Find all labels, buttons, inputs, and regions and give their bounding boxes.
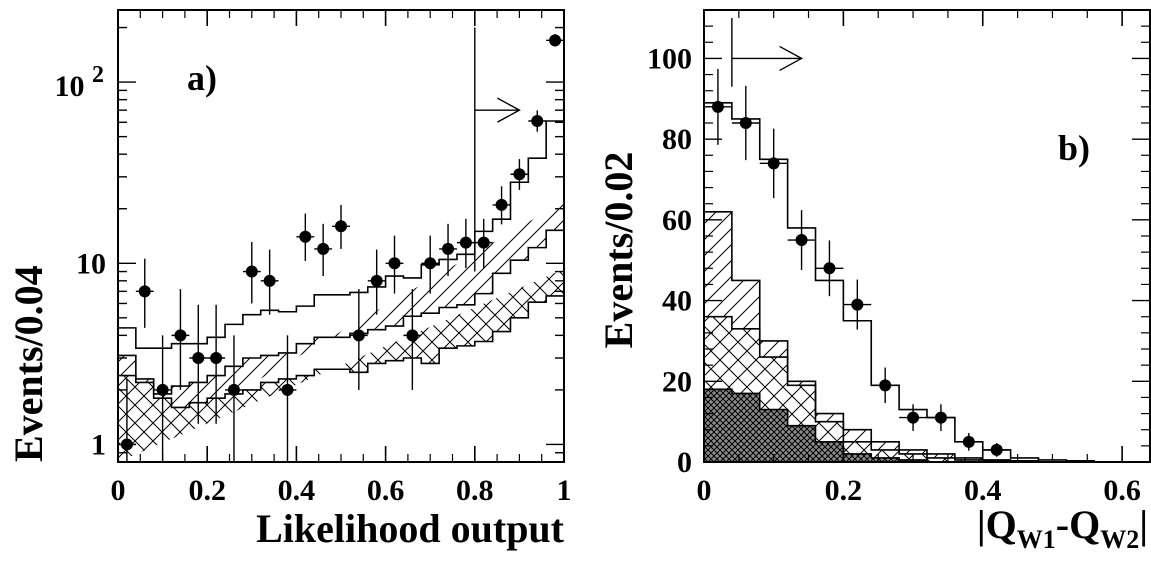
- data-point: [907, 411, 920, 424]
- panel-b-label: b): [1058, 128, 1090, 168]
- cut-arrow-head: [779, 45, 804, 72]
- histogram-outline-cross-hatched: [118, 268, 565, 409]
- data-point: [795, 234, 808, 247]
- data-point: [531, 114, 544, 127]
- y-tick-label-base: 10: [55, 70, 93, 103]
- data-point: [210, 352, 223, 365]
- data-point: [477, 236, 490, 249]
- data-point: [227, 383, 240, 396]
- y-tick-label: 10: [76, 247, 106, 280]
- cut-arrow-head: [497, 97, 521, 123]
- data-point: [424, 257, 437, 270]
- panel-a-data-points: [118, 34, 564, 462]
- data-point: [513, 168, 526, 181]
- data-point: [352, 329, 365, 342]
- x-tick-label: 0.2: [188, 474, 226, 507]
- x-tick-label: 0.6: [1103, 474, 1141, 507]
- data-point: [851, 298, 864, 311]
- data-point: [442, 242, 455, 255]
- data-point: [156, 383, 169, 396]
- panel-b-data-points: [704, 68, 1011, 457]
- panel-a-x-axis-label: Likelihood output: [256, 506, 565, 551]
- data-point: [317, 242, 330, 255]
- data-point: [549, 34, 562, 47]
- x-label-subscript: W1: [1017, 525, 1056, 554]
- data-point: [281, 383, 294, 396]
- data-point: [174, 329, 187, 342]
- x-tick-label: 0.4: [278, 474, 316, 507]
- y-tick-label: 20: [662, 365, 692, 398]
- y-tick-label: 60: [662, 204, 692, 237]
- y-tick-label: 100: [647, 42, 692, 75]
- data-point: [335, 220, 347, 233]
- panel-b-tick-labels: 0 0.2 0.4 0.6 0 20 40 60 80 100: [647, 42, 1141, 507]
- panel-b-ticks: [703, 9, 1150, 463]
- data-point: [388, 257, 401, 270]
- data-point: [245, 265, 258, 278]
- data-point: [370, 274, 383, 287]
- x-tick-label: 0.6: [367, 474, 405, 507]
- panel-b-x-axis-label: |QW1-QW2|: [977, 502, 1148, 554]
- panel-b-histogram-fills: [704, 211, 1150, 462]
- x-tick-label: 0.2: [825, 474, 863, 507]
- y-tick-label: 40: [662, 285, 692, 318]
- data-point: [962, 435, 975, 448]
- panel-a-histogram-fills: [118, 201, 564, 463]
- x-tick-label: 0: [697, 474, 712, 507]
- data-point: [459, 236, 472, 249]
- y-tick-label: 1: [91, 428, 106, 461]
- x-label-part: |: [1139, 502, 1148, 547]
- data-point: [767, 157, 780, 170]
- data-point: [138, 285, 151, 298]
- data-point: [990, 443, 1003, 456]
- x-tick-label: 0: [111, 474, 126, 507]
- x-label-subscript: W2: [1100, 525, 1139, 554]
- panel-b-y-axis-label: Events/0.02: [596, 152, 641, 349]
- data-point: [711, 100, 724, 113]
- data-point: [823, 262, 836, 275]
- data-point: [299, 230, 312, 243]
- y-tick-label: 80: [662, 123, 692, 156]
- y-tick-label: 10 2: [55, 62, 105, 103]
- x-tick-label: 0.4: [964, 474, 1002, 507]
- data-point: [263, 274, 276, 287]
- x-label-part: -Q: [1056, 502, 1100, 547]
- panel-b: 0 0.2 0.4 0.6 0 20 40 60 80 100 b) Events/0.02 |Q…: [596, 9, 1151, 554]
- panel-a-y-axis-label: Events/0.04: [6, 265, 51, 462]
- x-tick-label: 1: [557, 474, 572, 507]
- histogram-fill-filled-cross: [704, 389, 1150, 462]
- data-point: [495, 198, 508, 211]
- panel-a-cut-arrow: [474, 27, 521, 272]
- y-tick-label-exponent: 2: [92, 62, 104, 88]
- x-label-part: |Q: [977, 502, 1017, 547]
- histogram-fill-cross-hatched: [118, 268, 564, 462]
- panel-a-ticks: [117, 10, 565, 463]
- data-point: [934, 411, 947, 424]
- y-tick-label: 0: [677, 446, 692, 479]
- data-point: [739, 117, 752, 129]
- panel-a-label: a): [187, 58, 217, 98]
- data-point: [879, 379, 892, 392]
- x-tick-label: 0.8: [456, 474, 494, 507]
- data-point: [192, 352, 205, 365]
- panel-b-cut-arrow: [731, 18, 804, 87]
- histogram-outline-outline: [704, 102, 1150, 463]
- data-point: [406, 329, 419, 342]
